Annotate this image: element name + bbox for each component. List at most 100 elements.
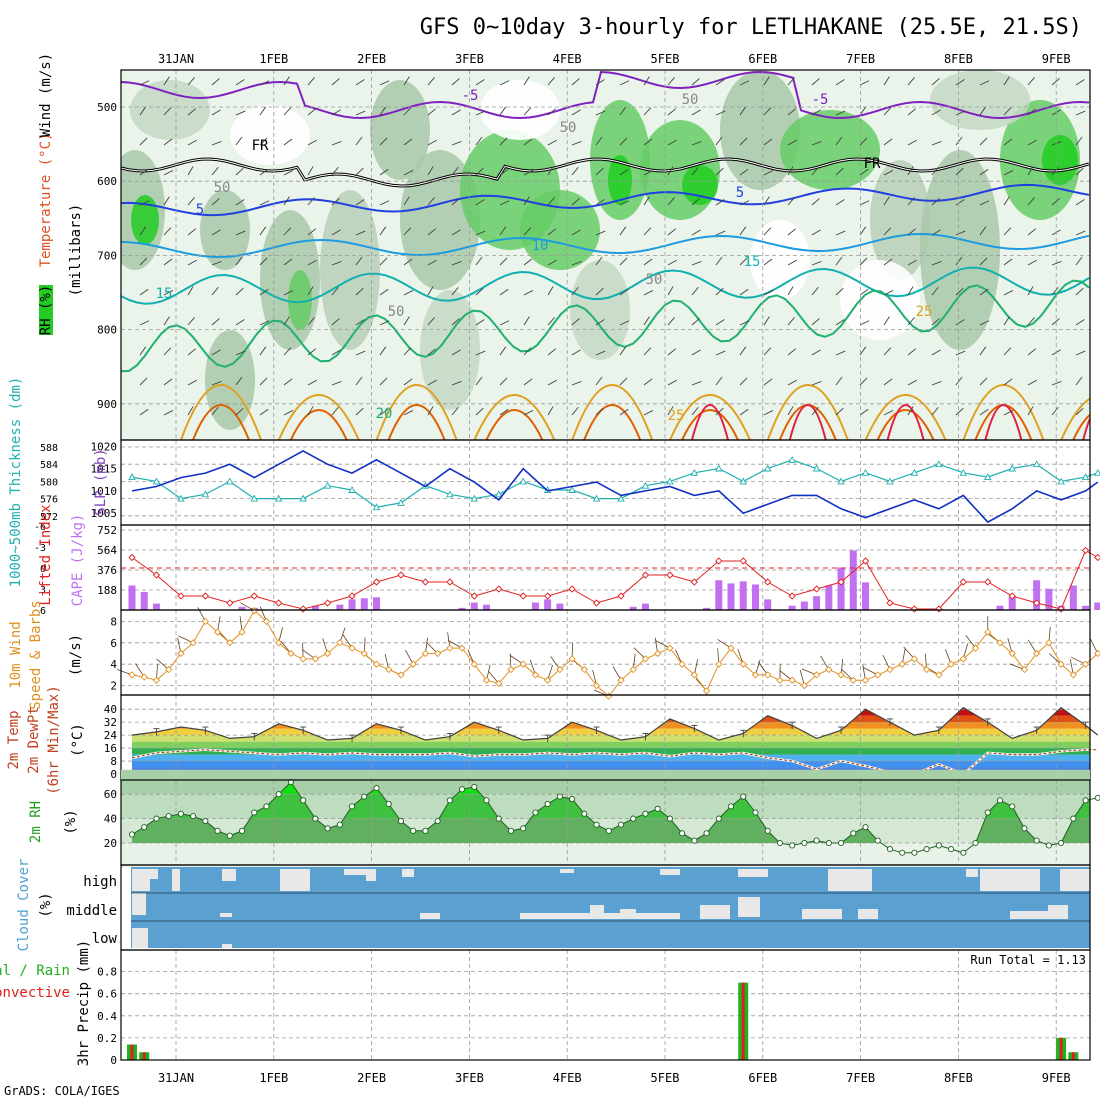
upper-wind-barb <box>451 140 462 146</box>
upper-wind-barb <box>571 166 579 176</box>
rh2m-axis-label: 2m RH <box>28 801 44 843</box>
upper-wind-barb <box>211 140 222 146</box>
upper-wind-barb <box>811 198 820 206</box>
temp-band <box>132 754 1090 762</box>
rh2m-marker <box>899 849 906 856</box>
thickness-marker <box>617 494 625 502</box>
dewpt-line <box>131 749 1098 775</box>
upper-wind-barb <box>1075 79 1085 86</box>
upper-wind-barb <box>475 230 486 236</box>
upper-wind-barb <box>883 170 894 176</box>
rh2m-marker <box>935 842 942 849</box>
upper-wind-barb <box>715 376 723 386</box>
upper-wind-barb <box>547 166 554 176</box>
upper-wind-barb <box>187 197 195 206</box>
upper-wind-barb <box>139 377 148 386</box>
upper-wind-barb <box>259 200 270 206</box>
wind-speed-marker <box>910 655 919 663</box>
upper-wind-barb <box>427 348 437 356</box>
upper-wind-barb <box>931 166 939 176</box>
upper-wind-barb <box>643 227 652 236</box>
wind-speed-marker <box>984 628 992 636</box>
cape-axis-label: CAPE (J/kg) <box>70 514 86 607</box>
upper-wind-barb <box>283 347 292 356</box>
upper-wind-barb <box>187 259 197 266</box>
precip-conv-bar <box>741 982 745 1060</box>
upper-wind-barb <box>835 287 844 296</box>
upper-wind-barb <box>883 258 893 266</box>
upper-wind-barb <box>187 379 197 386</box>
upper-wind-barb <box>979 106 987 116</box>
rh2m-marker <box>373 785 380 792</box>
thickness-marker <box>177 494 185 502</box>
upper-wind-barb <box>307 348 317 356</box>
upper-wind-barb <box>283 76 290 86</box>
wind-speed-marker <box>861 676 870 684</box>
contour-label: 20 <box>376 406 393 422</box>
rh2m-marker <box>1094 794 1100 801</box>
temp-tick: 32 <box>104 716 117 729</box>
upper-wind-barb <box>475 136 483 146</box>
lifted-index-marker <box>568 585 576 593</box>
upper-wind-barb <box>523 410 534 416</box>
rh2m-marker <box>666 815 673 822</box>
temp-contour-25 <box>473 394 556 440</box>
wind-speed-marker <box>519 660 527 668</box>
upper-wind-barb <box>187 348 197 356</box>
temp-band <box>132 735 1090 742</box>
upper-wind-barb <box>331 349 341 356</box>
upper-wind-barb <box>211 166 219 176</box>
upper-wind-barb <box>187 228 197 236</box>
upper-wind-barb <box>931 260 942 266</box>
upper-wind-barb <box>259 288 269 296</box>
lifted-index-marker <box>544 592 552 600</box>
upper-wind-barb <box>427 139 437 146</box>
precip-tick: 0.4 <box>97 1010 117 1023</box>
wind-speed-marker <box>1069 671 1077 679</box>
upper-wind-barb <box>139 168 149 176</box>
temp-contour-25 <box>571 384 654 440</box>
upper-wind-barb <box>571 349 581 356</box>
upper-wind-barb <box>571 286 579 296</box>
upper-wind-barb <box>907 317 915 326</box>
upper-wind-barb <box>355 350 366 356</box>
rh2m-marker <box>397 817 405 825</box>
upper-wind-barb <box>907 197 915 206</box>
lifted-index-marker <box>739 557 747 565</box>
upper-wind-barb <box>331 78 340 86</box>
lifted-index-marker <box>495 585 503 593</box>
upper-wind-barb <box>307 379 317 386</box>
rh2m-marker <box>813 837 820 844</box>
rh2m-marker <box>141 824 148 831</box>
upper-wind-barb <box>931 229 941 236</box>
wind-axis-label: Wind (m/s) <box>38 53 54 137</box>
lifted-index-marker <box>837 578 845 586</box>
upper-wind-barb <box>283 290 294 296</box>
upper-wind-barb <box>259 137 268 146</box>
thickness-tick: 588 <box>40 443 58 454</box>
upper-wind-barb <box>715 287 724 296</box>
cape-bar <box>544 599 552 610</box>
upper-wind-barb <box>499 80 510 86</box>
cloud-gap <box>1048 905 1068 919</box>
upper-wind-barb <box>235 350 246 356</box>
upper-wind-barb <box>979 288 989 296</box>
upper-wind-barb <box>979 408 989 416</box>
cloud-gap <box>828 869 858 891</box>
upper-wind-barb <box>355 136 363 146</box>
wind-speed-marker <box>152 676 161 684</box>
upper-wind-barb <box>787 166 794 176</box>
upper-wind-barb <box>715 136 723 146</box>
upper-wind-barb <box>763 138 773 146</box>
date-label-bottom: 8FEB <box>944 1071 973 1085</box>
wind-tick: 2 <box>110 680 117 693</box>
upper-wind-barb <box>835 319 845 326</box>
upper-wind-barb <box>331 286 339 296</box>
upper-wind-barb <box>955 256 963 266</box>
upper-wind-barb <box>163 316 170 326</box>
lifted-index-marker <box>250 592 258 600</box>
cloud-gap <box>132 893 146 915</box>
slp-tick: 1010 <box>91 485 118 498</box>
dry-region <box>230 105 310 165</box>
upper-wind-barb <box>211 229 221 236</box>
